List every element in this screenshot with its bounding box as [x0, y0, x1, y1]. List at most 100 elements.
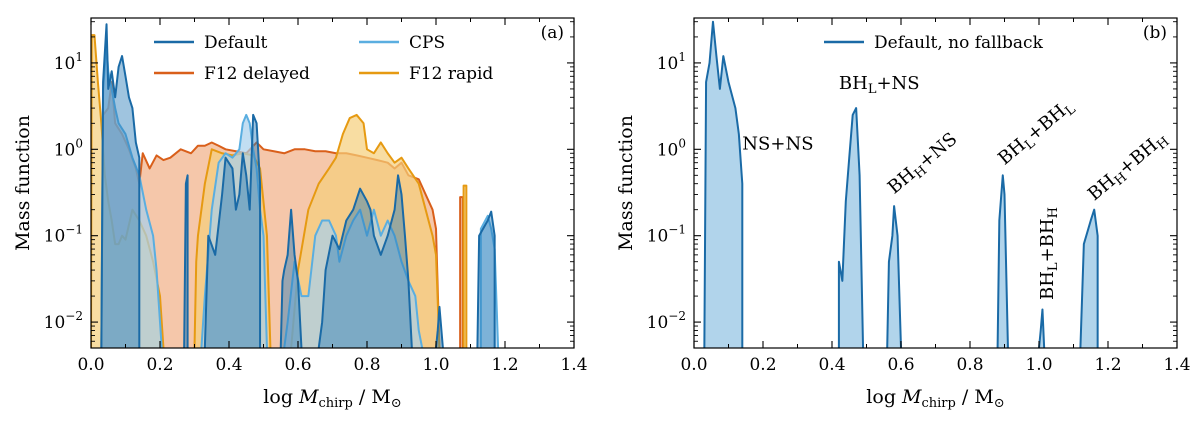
- series-line-1-2: [290, 113, 441, 348]
- series-area-3-6: [477, 211, 495, 348]
- y-tick-base: 10: [657, 54, 679, 74]
- x-tick-label: 0.2: [146, 355, 173, 375]
- x-axis-label-a-sun: ⊙: [391, 396, 402, 411]
- series-area-0-0: [704, 21, 743, 348]
- y-tick-exp: 0: [678, 136, 686, 150]
- x-tick-label: 0.8: [956, 355, 983, 375]
- series-default-no-fallback: [703, 20, 1099, 348]
- y-tick-base: 10: [44, 313, 66, 333]
- y-tick-base: 10: [647, 227, 669, 247]
- y-tick-label: 10−2: [647, 309, 686, 333]
- x-tick-label: 1.0: [1025, 355, 1052, 375]
- series-line-0-4: [1038, 308, 1046, 348]
- x-tick-label: 1.2: [491, 355, 518, 375]
- series-line-0-0: [703, 20, 744, 348]
- series-area-3-2: [204, 114, 261, 348]
- x-tick-label: 1.0: [422, 355, 449, 375]
- annotation-text: BH: [839, 73, 868, 94]
- panel-a: Mass function log Mchirp / M⊙ 0.0 0.2 0.4 0…: [12, 17, 588, 411]
- y-tick-exp: 1: [678, 50, 686, 64]
- series-line-3-0: [100, 23, 141, 348]
- legend-b: Default, no fallback: [824, 33, 1044, 53]
- y-tick-exp: −1: [65, 223, 83, 237]
- series-area-3-3: [280, 209, 302, 348]
- panel-letter-a: (a): [541, 23, 564, 43]
- series-line-0-1: [837, 107, 865, 348]
- x-tick-label: 1.2: [1094, 355, 1121, 375]
- x-tick-label: 0.4: [818, 355, 845, 375]
- y-tick-label: 100: [54, 136, 83, 160]
- series-area-0-1: [838, 108, 864, 348]
- series-line-3-2: [203, 113, 262, 348]
- x-axis-label-b-sun: ⊙: [994, 396, 1005, 411]
- y-axis-label-a: Mass function: [12, 115, 34, 251]
- x-axis-label-a-pre: log: [263, 386, 299, 408]
- series-area-2-2: [284, 209, 423, 348]
- x-axis-label-a: log Mchirp / M⊙: [263, 386, 401, 411]
- y-tick-exp: −2: [65, 309, 83, 323]
- legend-entry: F12 delayed: [204, 64, 310, 84]
- y-tick-base: 10: [54, 54, 76, 74]
- x-tick-label: 0.2: [749, 355, 776, 375]
- x-tick-label: 0.8: [353, 355, 380, 375]
- x-axis-label-a-sym: M: [298, 386, 319, 408]
- annotation-bhl-bhl: BHL+BHL: [994, 95, 1079, 172]
- series-area-3-0: [101, 24, 140, 348]
- legend-a: Default CPS F12 delayed F12 rapid: [154, 33, 493, 84]
- x-axis-label-a-sub: chirp: [318, 396, 352, 411]
- y-tick-base: 10: [657, 140, 679, 160]
- series-line-0-5: [1079, 208, 1099, 348]
- x-tick-label: 0.6: [887, 355, 914, 375]
- series-line-3-5: [435, 305, 444, 348]
- x-axis-label-b: log Mchirp / M⊙: [866, 386, 1004, 411]
- series-line-0-3: [996, 174, 1009, 348]
- annotation-subscript: L: [868, 82, 877, 97]
- annotation-bhl-bhh: BHL+BHH: [1037, 207, 1061, 300]
- y-tick-label: 101: [657, 50, 686, 74]
- x-axis-label-b-sym: M: [901, 386, 922, 408]
- series-line-3-3: [279, 208, 303, 348]
- series-line-2-2: [283, 208, 424, 348]
- y-tick-base: 10: [44, 227, 66, 247]
- y-tick-base: 10: [647, 313, 669, 333]
- annotation-bhh-ns: BHH+NS: [884, 129, 963, 201]
- x-axis-label-b-post: / M: [956, 386, 994, 408]
- series-line-3-1: [183, 174, 189, 348]
- annotation-bhl-ns: BHL+NS: [839, 73, 920, 97]
- y-tick-exp: −1: [668, 223, 686, 237]
- annotation-ns-ns: NS+NS: [742, 133, 813, 154]
- x-tick-label: 1.4: [560, 355, 587, 375]
- y-tick-exp: −2: [668, 309, 686, 323]
- panel-letter-b: (b): [1143, 23, 1167, 43]
- annotation-subscript: L: [1046, 262, 1061, 271]
- x-tick-label: 1.4: [1163, 355, 1190, 375]
- annotation-text: +BH: [1037, 218, 1058, 262]
- y-tick-base: 10: [54, 140, 76, 160]
- plot-area-a: [91, 23, 500, 348]
- x-axis-label-a-post: / M: [353, 386, 391, 408]
- x-axis-label-b-sub: chirp: [921, 396, 955, 411]
- plot-area-b: [703, 20, 1099, 348]
- x-tick-label: 0.0: [77, 355, 104, 375]
- y-axis-label-b: Mass function: [615, 115, 637, 251]
- series-default: [100, 23, 496, 348]
- y-tick-label: 100: [657, 136, 686, 160]
- y-tick-exp: 0: [75, 136, 83, 150]
- annotation-text: BH: [1037, 271, 1058, 300]
- series-line-1-3: [462, 184, 468, 348]
- x-tick-label: 0.6: [284, 355, 311, 375]
- series-area-2-0: [101, 45, 162, 348]
- series-line-3-6: [476, 210, 496, 348]
- legend-entry: Default, no fallback: [874, 33, 1044, 53]
- annotation-text: +NS: [876, 73, 919, 94]
- annotation-text: +NS: [915, 129, 962, 173]
- y-tick-label: 10−1: [44, 223, 83, 247]
- legend-entry: Default: [204, 33, 268, 53]
- series-area-3-4: [318, 175, 412, 348]
- series-line-0-2: [886, 205, 902, 348]
- series-line-3-4: [317, 174, 413, 348]
- panel-b: Mass function log Mchirp / M⊙ 0.0 0.2 0.4 0…: [615, 17, 1191, 411]
- y-tick-label: 10−2: [44, 309, 83, 333]
- annotation-subscript: H: [1046, 207, 1061, 218]
